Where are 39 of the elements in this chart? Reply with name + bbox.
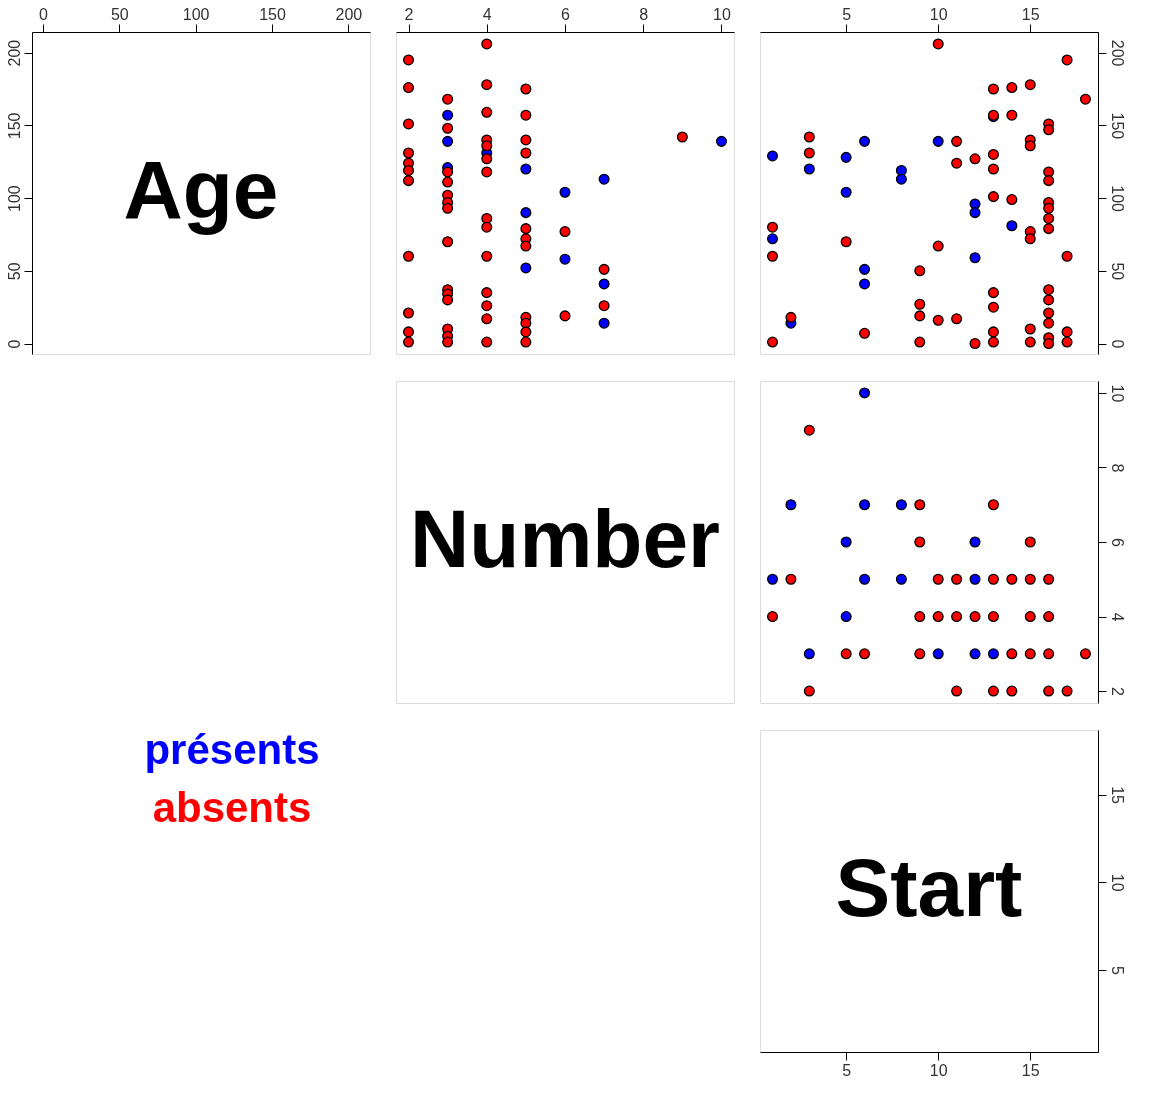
x-tick-label: 10: [929, 1061, 948, 1079]
text: Number: [410, 493, 720, 584]
x-tick-label: 5: [842, 1061, 852, 1079]
annotation: Age: [123, 144, 279, 235]
y-tick-label: 100: [1108, 185, 1126, 213]
x-tick-label: 10: [713, 5, 731, 23]
x-tick-label: 50: [110, 5, 129, 23]
y-tick-label: 200: [1108, 39, 1126, 67]
y-tick-label: 50: [1108, 262, 1126, 281]
y-tick-label: 6: [1108, 538, 1126, 548]
x-tick-label: 2: [404, 5, 414, 23]
y-tick-label: 100: [5, 185, 23, 212]
x-tick-label: 150: [259, 5, 286, 23]
x-tick-label: 0: [39, 5, 49, 23]
y-tick-label: 200: [5, 39, 23, 67]
y-tick-label: 150: [1108, 112, 1126, 140]
x-tick-label: 8: [639, 5, 649, 23]
y-tick-label: 0: [1108, 339, 1126, 349]
x-tick-label: 15: [1021, 1061, 1040, 1079]
x-tick-label: 4: [482, 5, 492, 23]
x-tick-label: 6: [561, 5, 571, 23]
x-tick-label: 5: [842, 5, 852, 23]
x-tick-label: 15: [1021, 5, 1040, 23]
y-tick-label: 150: [5, 112, 23, 140]
annotation: Start: [835, 842, 1023, 933]
x-tick-label: 100: [182, 5, 210, 23]
text: présents: [144, 726, 320, 773]
y-tick-label: 8: [1108, 463, 1126, 473]
y-tick-label: 15: [1108, 786, 1126, 805]
text: absents: [152, 784, 312, 831]
x-tick-label: 10: [929, 5, 948, 23]
y-tick-label: 2: [1108, 687, 1126, 697]
y-tick-label: 10: [1108, 873, 1126, 892]
x-tick-label: 200: [335, 5, 363, 23]
y-tick-label: 5: [1108, 965, 1126, 975]
y-tick-label: 50: [5, 262, 23, 281]
y-tick-label: 0: [5, 339, 23, 349]
y-tick-label: 4: [1108, 612, 1126, 622]
y-tick-label: 10: [1108, 384, 1126, 403]
